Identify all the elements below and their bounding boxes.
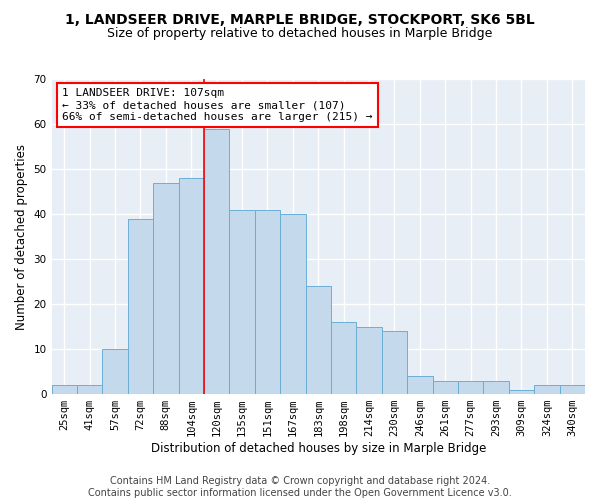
Text: Contains HM Land Registry data © Crown copyright and database right 2024.
Contai: Contains HM Land Registry data © Crown c… — [88, 476, 512, 498]
Bar — [179, 178, 204, 394]
Bar — [534, 385, 560, 394]
Bar — [52, 385, 77, 394]
Bar — [280, 214, 305, 394]
Bar — [407, 376, 433, 394]
Bar — [77, 385, 103, 394]
X-axis label: Distribution of detached houses by size in Marple Bridge: Distribution of detached houses by size … — [151, 442, 486, 455]
Bar — [255, 210, 280, 394]
Bar — [382, 331, 407, 394]
Bar — [356, 326, 382, 394]
Bar — [484, 380, 509, 394]
Text: 1 LANDSEER DRIVE: 107sqm
← 33% of detached houses are smaller (107)
66% of semi-: 1 LANDSEER DRIVE: 107sqm ← 33% of detach… — [62, 88, 373, 122]
Bar — [433, 380, 458, 394]
Bar — [560, 385, 585, 394]
Bar — [153, 182, 179, 394]
Text: Size of property relative to detached houses in Marple Bridge: Size of property relative to detached ho… — [107, 28, 493, 40]
Bar — [204, 128, 229, 394]
Bar — [229, 210, 255, 394]
Bar — [458, 380, 484, 394]
Text: 1, LANDSEER DRIVE, MARPLE BRIDGE, STOCKPORT, SK6 5BL: 1, LANDSEER DRIVE, MARPLE BRIDGE, STOCKP… — [65, 12, 535, 26]
Bar — [128, 218, 153, 394]
Y-axis label: Number of detached properties: Number of detached properties — [15, 144, 28, 330]
Bar — [509, 390, 534, 394]
Bar — [331, 322, 356, 394]
Bar — [305, 286, 331, 394]
Bar — [103, 349, 128, 394]
